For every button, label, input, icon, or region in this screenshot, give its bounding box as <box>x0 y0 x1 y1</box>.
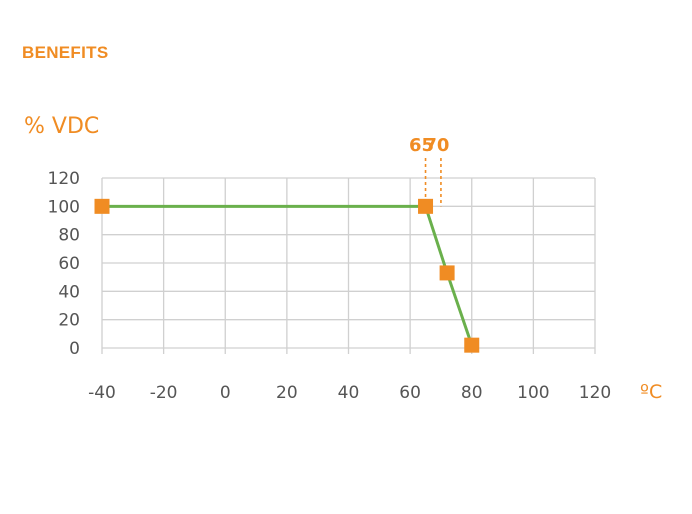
chart-series <box>94 198 480 353</box>
y-tick-label: 120 <box>48 169 80 189</box>
data-point-marker <box>439 265 455 281</box>
data-point-marker <box>418 198 434 214</box>
y-tick-label: 0 <box>69 339 80 359</box>
page-heading: BENEFITS <box>22 43 109 62</box>
x-axis-label: ºC <box>640 381 662 403</box>
data-point-marker <box>94 198 110 214</box>
x-tick-label: 20 <box>276 383 298 403</box>
x-tick-label: -20 <box>150 383 178 403</box>
y-axis-ticks: 0 20 40 60 80 100 120 <box>48 169 80 359</box>
data-point-marker <box>464 337 480 353</box>
y-tick-label: 100 <box>48 197 80 217</box>
x-tick-label: 120 <box>579 383 611 403</box>
y-axis-label: % VDC <box>24 114 99 139</box>
x-tick-label: 100 <box>517 383 549 403</box>
x-tick-label: 80 <box>461 383 483 403</box>
x-axis-ticks: -40 -20 0 20 40 60 80 100 120 <box>88 383 611 403</box>
y-tick-label: 40 <box>58 282 80 302</box>
y-tick-label: 20 <box>58 311 80 331</box>
series-line <box>102 204 474 346</box>
annotation-label: 70 <box>424 135 449 156</box>
x-tick-label: -40 <box>88 383 116 403</box>
x-tick-label: 0 <box>220 383 231 403</box>
annotation-label: 65 <box>409 135 434 156</box>
x-tick-label: 60 <box>399 383 421 403</box>
chart-grid <box>101 177 596 354</box>
x-tick-label: 40 <box>338 383 360 403</box>
y-tick-label: 80 <box>58 226 80 246</box>
y-tick-label: 60 <box>58 254 80 274</box>
